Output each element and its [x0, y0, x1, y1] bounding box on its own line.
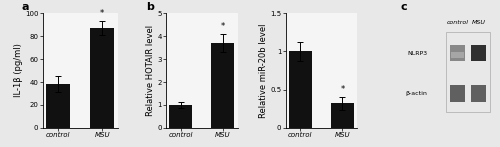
- Text: a: a: [22, 2, 29, 12]
- Y-axis label: IL-1β (pg/ml): IL-1β (pg/ml): [14, 44, 23, 97]
- Bar: [90, 28, 114, 128]
- Text: *: *: [100, 9, 104, 18]
- Bar: [471, 45, 486, 61]
- Text: MSU: MSU: [472, 20, 486, 25]
- Text: control: control: [446, 20, 468, 25]
- Bar: [446, 32, 490, 112]
- Bar: [331, 103, 354, 128]
- Bar: [211, 43, 234, 128]
- Text: c: c: [400, 2, 407, 12]
- Bar: [450, 45, 465, 61]
- Text: b: b: [146, 2, 154, 12]
- Text: NLRP3: NLRP3: [408, 51, 428, 56]
- Text: *: *: [220, 22, 225, 31]
- Bar: [450, 85, 465, 102]
- Bar: [450, 52, 464, 58]
- Text: β-actin: β-actin: [406, 91, 427, 96]
- Text: *: *: [340, 85, 344, 94]
- Bar: [46, 84, 70, 128]
- Y-axis label: Relative HOTAIR level: Relative HOTAIR level: [146, 25, 155, 116]
- Y-axis label: Relative miR-20b level: Relative miR-20b level: [259, 23, 268, 118]
- Bar: [471, 85, 486, 102]
- Bar: [289, 51, 312, 128]
- Bar: [169, 105, 192, 128]
